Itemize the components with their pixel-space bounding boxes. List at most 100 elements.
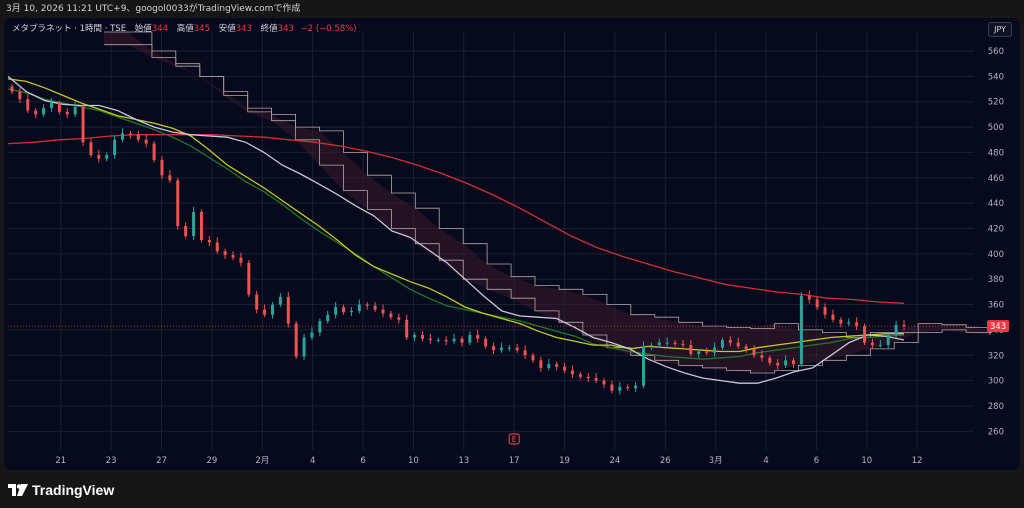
candle-body (89, 142, 93, 155)
close-label: 終値 (260, 24, 278, 34)
candle-body (507, 347, 511, 349)
price-tick-label: 320 (988, 351, 1004, 361)
candle-body (342, 307, 346, 313)
candle-body (902, 324, 906, 327)
candle-body (318, 321, 322, 333)
candle-body (73, 106, 77, 115)
symbol-title: メタプラネット · 1時間 · TSE (12, 24, 127, 34)
candle-body (831, 314, 835, 320)
candle-body (121, 133, 125, 140)
time-tick-label: 19 (559, 456, 570, 466)
candle-body (160, 160, 164, 176)
candle-body (105, 154, 109, 159)
high-value: 345 (193, 24, 210, 34)
candle-body (239, 257, 243, 263)
candle-body (97, 154, 101, 159)
candle-body (547, 364, 551, 368)
candle-body (492, 346, 496, 351)
candle-body (602, 380, 606, 385)
time-tick-label: 4 (310, 456, 315, 466)
time-tick-label: 23 (106, 456, 117, 466)
candle-body (815, 299, 819, 308)
candle-body (452, 338, 456, 342)
candle-body (720, 340, 724, 348)
time-tick-label: 13 (458, 456, 469, 466)
candle-body (215, 242, 219, 252)
last-price-badge (987, 320, 1009, 333)
time-tick-label: 4 (763, 456, 768, 466)
candle-body (184, 225, 188, 237)
cloud-span-a (104, 44, 991, 338)
time-tick-label: 29 (207, 456, 218, 466)
candle-body (81, 106, 85, 143)
candle-body (744, 346, 748, 349)
candle-body (18, 91, 22, 100)
price-tick-label: 460 (988, 174, 1004, 184)
price-tick-label: 400 (988, 250, 1004, 260)
low-value: 343 (235, 24, 252, 34)
candle-body (168, 175, 172, 181)
time-tick-label: 12 (912, 456, 923, 466)
price-tick-label: 440 (988, 199, 1004, 209)
candle-body (752, 348, 756, 356)
candle-body (365, 304, 369, 306)
candle-body (863, 326, 867, 343)
candle-body (255, 294, 259, 310)
candle-body (839, 319, 843, 324)
time-tick-label: 3月 (709, 456, 723, 466)
price-tick-label: 480 (988, 148, 1004, 158)
last-price-text: 343 (990, 322, 1006, 332)
candle-body (223, 251, 227, 256)
time-tick-label: 24 (610, 456, 621, 466)
candle-body (681, 343, 685, 346)
price-tick-label: 380 (988, 275, 1004, 285)
candle-body (294, 323, 298, 357)
price-axis: 2602803003203403603804004204404604805005… (988, 47, 1004, 437)
time-tick-label: 17 (509, 456, 520, 466)
candle-body (436, 340, 440, 342)
candle-body (610, 384, 614, 391)
moving-average-lines (7, 75, 905, 384)
open-label: 始値 (134, 24, 152, 34)
candle-body (807, 295, 811, 300)
candle-body (870, 342, 874, 346)
candle-body (894, 324, 898, 335)
snapshot-header: 3月 10, 2026 11:21 UTC+9、googol0033がTradi… (6, 4, 301, 14)
candle-body (657, 342, 661, 346)
currency-button[interactable]: JPY (988, 22, 1012, 37)
candle-body (278, 296, 282, 305)
candle-body (523, 350, 527, 356)
time-tick-label: 2月 (255, 456, 269, 466)
candle-body (626, 386, 630, 389)
last-price-marker: 343 E (8, 320, 1009, 445)
candle-body (776, 362, 780, 366)
price-tick-label: 520 (988, 98, 1004, 108)
time-tick-label: 21 (55, 456, 66, 466)
candle-body (413, 334, 417, 338)
candle-body (539, 360, 543, 368)
candle-body (192, 212, 196, 237)
candle-body (697, 351, 701, 354)
candle-body (326, 314, 330, 322)
candle-body (555, 364, 559, 367)
candle-body (270, 304, 274, 315)
time-tick-label: 10 (861, 456, 872, 466)
ma-green-line (7, 88, 905, 360)
candle-body (57, 102, 61, 112)
price-chart[interactable]: 2602803003203403603804004204404604805005… (4, 18, 1020, 470)
candle-body (42, 108, 46, 115)
ma-yellow-line (7, 78, 904, 353)
candle-body (499, 347, 503, 351)
candle-body (113, 139, 117, 155)
candle-body (847, 322, 851, 324)
candle-body (286, 296, 290, 324)
candle-body (397, 317, 401, 320)
candle-body (128, 133, 132, 135)
candle-body (310, 332, 314, 338)
symbol-legend: メタプラネット · 1時間 · TSE 始値344 高値345 安値343 終値… (12, 22, 357, 34)
candle-body (334, 307, 338, 315)
candle-body (428, 338, 432, 341)
chart-frame[interactable]: 2602803003203403603804004204404604805005… (4, 18, 1020, 470)
candle-body (634, 385, 638, 389)
candle-body (594, 378, 598, 381)
